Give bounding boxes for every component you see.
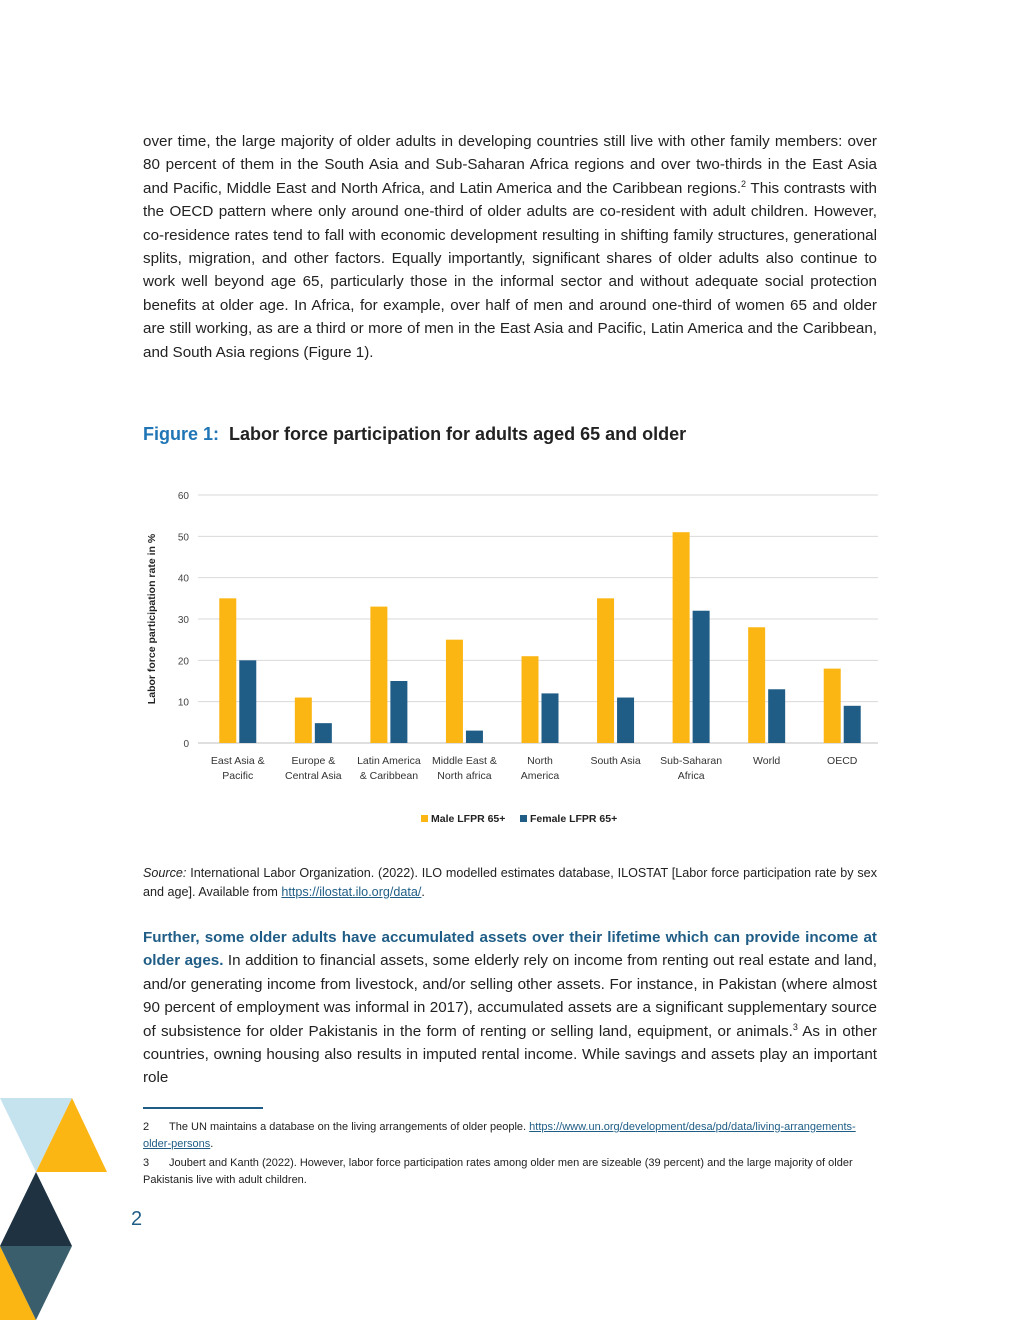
- y-tick-label: 40: [178, 574, 190, 585]
- bar: [239, 660, 257, 743]
- source-label: Source:: [143, 866, 187, 880]
- y-axis-label: Labor force participation rate in %: [146, 533, 158, 704]
- body-paragraph-2: Further, some older adults have accumula…: [143, 929, 878, 1087]
- bar: [823, 668, 841, 743]
- x-tick-label: & Caribbean: [360, 770, 419, 782]
- footnote-ref-2[interactable]: 2: [741, 178, 747, 189]
- legend-label: Female LFPR 65+: [530, 813, 617, 825]
- x-tick-label: Middle East &: [432, 755, 497, 767]
- body-paragraph-1: over time, the large majority of older a…: [143, 133, 878, 361]
- bar: [314, 723, 332, 743]
- bar: [672, 532, 690, 743]
- source-link[interactable]: https://ilostat.ilo.org/data/: [281, 885, 422, 899]
- x-tick-label: East Asia &: [211, 755, 265, 767]
- bar: [521, 656, 539, 743]
- x-tick-label: Europe &: [291, 755, 335, 767]
- bar: [692, 610, 710, 743]
- x-tick-label: North africa: [437, 770, 491, 782]
- legend-swatch: [520, 815, 527, 822]
- triangle-light-blue: [0, 1098, 72, 1172]
- x-tick-label: Pacific: [222, 770, 253, 782]
- figure-title: Figure 1: Labor force participation for …: [143, 424, 686, 445]
- x-tick-label: America: [521, 770, 560, 782]
- triangle-slate: [0, 1246, 72, 1320]
- paragraph-lead: Further, some older adults have accumula…: [143, 929, 877, 970]
- figure-number: Figure 1:: [143, 424, 220, 444]
- bar: [617, 697, 635, 743]
- footnote-2-link[interactable]: https://www.un.org/development/desa/pd/d…: [143, 1121, 856, 1150]
- labor-force-bar-chart: 0 10 20 30 40 50 60 Labor force participation r…: [146, 491, 878, 825]
- x-tick-label: OECD: [827, 755, 858, 767]
- x-tick-label: Africa: [678, 770, 705, 782]
- y-tick-label: 30: [178, 615, 190, 626]
- y-tick-label: 0: [183, 739, 189, 750]
- figure-source: Source: International Labor Organization…: [143, 866, 877, 899]
- footnote-3: 3 Joubert and Kanth (2022). However, labo…: [143, 1157, 853, 1186]
- legend-label: Male LFPR 65+: [431, 813, 505, 825]
- y-tick-label: 60: [178, 491, 190, 502]
- triangle-dark-navy: [0, 1172, 72, 1246]
- footnote-ref-3[interactable]: 3: [792, 1021, 798, 1032]
- bar: [843, 705, 861, 743]
- triangle-gold-top: [36, 1098, 107, 1172]
- bar: [445, 639, 463, 743]
- bar: [370, 606, 388, 743]
- decorative-triangles: [0, 1098, 107, 1320]
- x-tick-label: World: [753, 755, 780, 767]
- y-tick-label: 50: [178, 532, 190, 543]
- bar: [219, 598, 237, 743]
- legend-swatch: [421, 815, 428, 822]
- bar: [597, 598, 615, 743]
- y-tick-label: 20: [178, 656, 190, 667]
- x-tick-label: Sub-Saharan: [660, 755, 722, 767]
- bar: [465, 730, 483, 743]
- x-tick-label: South Asia: [590, 755, 640, 767]
- x-tick-label: North: [527, 755, 553, 767]
- bar: [390, 681, 408, 743]
- x-tick-label: Central Asia: [285, 770, 342, 782]
- footnote-2: 2 The UN maintains a database on the livi…: [143, 1121, 856, 1150]
- x-tick-label: Latin America: [357, 755, 421, 767]
- page-number: 2: [131, 1208, 143, 1230]
- figure-caption: Labor force participation for adults age…: [229, 424, 687, 444]
- bar: [541, 693, 559, 743]
- bar: [768, 689, 786, 743]
- bar: [294, 697, 312, 743]
- y-tick-label: 10: [178, 698, 190, 709]
- footnote-divider: [143, 1107, 263, 1109]
- bar: [748, 627, 766, 743]
